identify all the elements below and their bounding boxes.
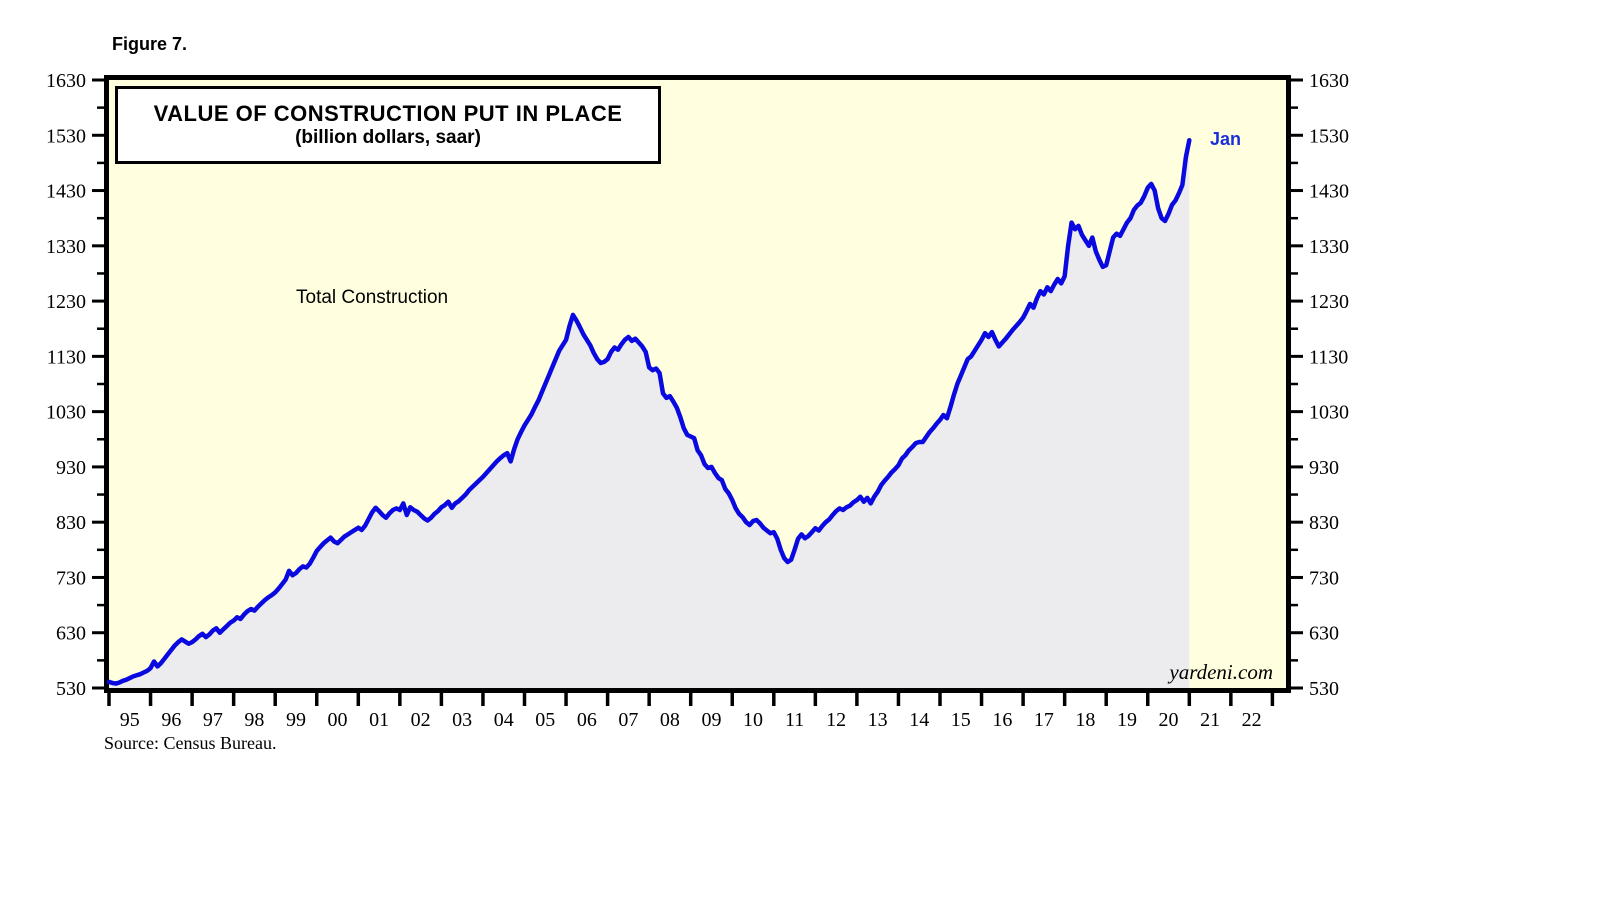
chart-title-box: VALUE OF CONSTRUCTION PUT IN PLACE (bill…	[115, 86, 661, 164]
x-axis-label: 19	[1117, 709, 1137, 731]
y-axis-label-left: 630	[56, 623, 86, 645]
y-axis-label-right: 1630	[1309, 70, 1349, 92]
x-axis-label: 08	[660, 709, 680, 731]
y-axis-label-right: 1530	[1309, 125, 1349, 147]
y-axis-label-left: 930	[56, 457, 86, 479]
x-axis-label: 05	[535, 709, 555, 731]
source-note: Source: Census Bureau.	[104, 733, 277, 753]
y-axis-label-left: 1430	[46, 181, 86, 203]
x-axis-label: 03	[452, 709, 472, 731]
last-point-annotation-jan: Jan	[1210, 129, 1242, 149]
y-axis-label-left: 1530	[46, 125, 86, 147]
x-axis-label: 12	[826, 709, 846, 731]
x-axis-label: 99	[286, 709, 306, 731]
x-axis-label: 14	[909, 709, 929, 731]
y-axis-label-right: 830	[1309, 512, 1339, 534]
y-axis-label-left: 1630	[46, 70, 86, 92]
y-axis-label-left: 1330	[46, 236, 86, 258]
x-axis-label: 96	[161, 709, 181, 731]
y-axis-label-right: 1130	[1309, 346, 1348, 368]
y-axis-label-right: 1430	[1309, 181, 1349, 203]
x-axis-label: 13	[868, 709, 888, 731]
x-axis-label: 16	[992, 709, 1012, 731]
y-axis-label-right: 1330	[1309, 236, 1349, 258]
y-axis-label-right: 1030	[1309, 402, 1349, 424]
y-axis-label-left: 1130	[47, 346, 86, 368]
x-axis-label: 00	[328, 709, 348, 731]
x-axis-label: 15	[951, 709, 971, 731]
y-axis-label-right: 930	[1309, 457, 1339, 479]
x-axis-label: 17	[1034, 709, 1054, 731]
x-axis-label: 02	[411, 709, 431, 731]
x-axis-label: 10	[743, 709, 763, 731]
y-axis-label-right: 730	[1309, 567, 1339, 589]
y-axis-label-left: 530	[56, 678, 86, 700]
y-axis-label-right: 1230	[1309, 291, 1349, 313]
x-axis-label: 22	[1242, 709, 1262, 731]
x-axis-label: 01	[369, 709, 389, 731]
x-axis-label: 20	[1159, 709, 1179, 731]
x-axis-label: 09	[701, 709, 721, 731]
y-axis-label-right: 530	[1309, 678, 1339, 700]
x-axis-label: 06	[577, 709, 597, 731]
x-axis-label: 11	[785, 709, 804, 731]
y-axis-label-right: 630	[1309, 623, 1339, 645]
x-axis-label: 97	[203, 709, 223, 731]
x-axis-label: 98	[244, 709, 264, 731]
series-label-total-construction: Total Construction	[296, 287, 449, 308]
y-axis-label-left: 1030	[46, 402, 86, 424]
figure-label: Figure 7.	[112, 34, 188, 54]
yardeni-watermark: yardeni.com	[1169, 660, 1273, 684]
chart-title: VALUE OF CONSTRUCTION PUT IN PLACE	[153, 101, 623, 126]
x-axis-label: 07	[618, 709, 638, 731]
x-axis-label: 21	[1200, 709, 1220, 731]
x-axis-label: 95	[120, 709, 140, 731]
x-axis-label: 04	[494, 709, 514, 731]
plot-area	[104, 75, 1291, 693]
x-axis-label: 18	[1075, 709, 1095, 731]
y-axis-label-left: 830	[56, 512, 86, 534]
y-axis-label-left: 730	[56, 567, 86, 589]
y-axis-label-left: 1230	[46, 291, 86, 313]
chart-subtitle: (billion dollars, saar)	[295, 127, 481, 148]
